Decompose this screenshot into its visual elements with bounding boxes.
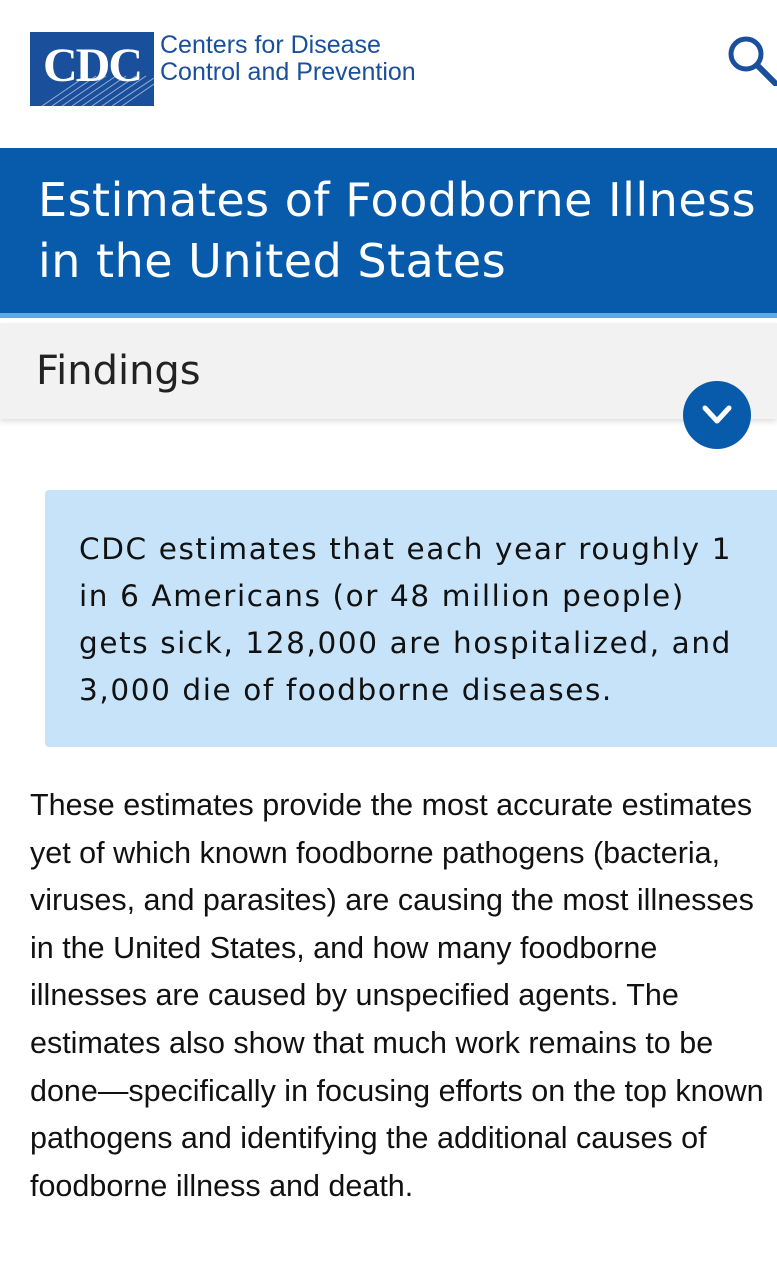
key-stat-callout: CDC estimates that each year roughly 1 i… xyxy=(45,490,777,747)
cdc-logo-mark: CDC xyxy=(30,32,154,106)
search-button[interactable] xyxy=(726,34,777,88)
section-title: Findings xyxy=(36,348,201,394)
callout-text: CDC estimates that each year roughly 1 i… xyxy=(79,532,733,707)
findings-section-header[interactable]: Findings xyxy=(0,323,777,419)
search-icon xyxy=(728,36,777,88)
cdc-logo[interactable]: CDC xyxy=(30,32,154,106)
body-paragraph: These estimates provide the most accurat… xyxy=(30,788,764,1203)
title-band: Estimates of Foodborne Illness in the Un… xyxy=(0,148,777,318)
expand-toggle-button[interactable] xyxy=(683,381,751,449)
site-header: CDC Centers for Disease Control and Prev… xyxy=(0,0,777,148)
logo-abbrev: CDC xyxy=(43,39,141,92)
org-name-line1: Centers for Disease xyxy=(160,31,381,59)
org-name-line2: Control and Prevention xyxy=(160,58,416,86)
page-title: Estimates of Foodborne Illness in the Un… xyxy=(38,173,757,288)
chevron-down-icon xyxy=(702,405,732,424)
org-name[interactable]: Centers for Disease Control and Preventi… xyxy=(160,32,416,86)
